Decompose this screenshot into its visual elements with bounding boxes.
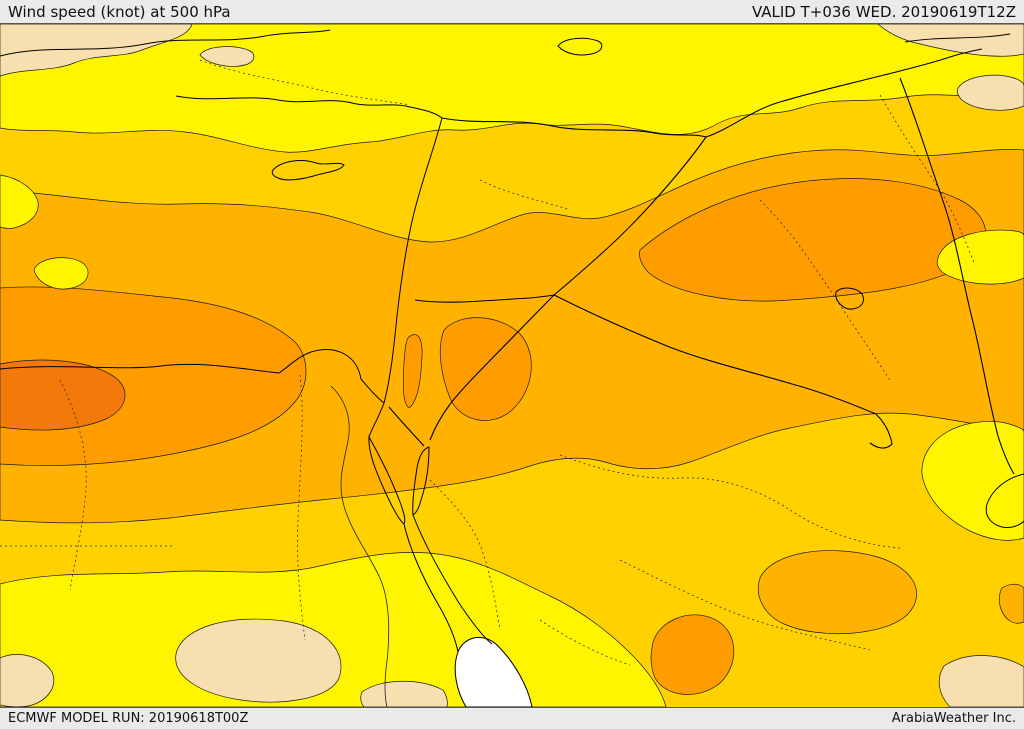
border-kuwait [869, 413, 893, 449]
border-saudi-iraq [553, 294, 877, 415]
coastline-egypt-delta [0, 349, 385, 404]
coastline-persian-gulf [985, 473, 1024, 528]
coastline-lake-iraq [835, 287, 865, 310]
band-low-bottom-right [938, 655, 1024, 707]
band-yellow-right-lower [921, 421, 1024, 541]
coastline-red-sea-east [412, 514, 493, 645]
map-title: Wind speed (knot) at 500 hPa [8, 2, 231, 21]
dotted-line-iraq [759, 199, 891, 381]
border-turkey-south [441, 48, 983, 138]
border-iran-iraq [899, 77, 1015, 475]
border-egypt-israel [388, 406, 425, 447]
band-amber-bottom-right-b [758, 550, 918, 635]
credit-label: ArabiaWeather Inc. [891, 711, 1016, 726]
coastline-black-sea-east [904, 33, 1011, 43]
footer-bar: ECMWF MODEL RUN: 20190618T00Z ArabiaWeat… [0, 707, 1024, 729]
map-area [0, 24, 1024, 707]
admin-dotted-lines [0, 59, 976, 666]
wind-speed-bands [0, 24, 1024, 707]
coastline-levant [368, 117, 443, 438]
band-yellow-right-upper [936, 229, 1024, 285]
dotted-line-saudi-south [619, 559, 871, 651]
band-orange-jordan [439, 317, 532, 421]
band-orange-jordan-valley [402, 334, 423, 409]
band-low-top-left [0, 24, 193, 77]
coastline-gulf-of-suez [368, 435, 406, 525]
coastline-black-sea [0, 29, 331, 57]
border-syria-iraq [553, 136, 707, 296]
country-borders [388, 48, 1015, 475]
band-low-bottom-strip [360, 680, 448, 707]
red-sea-low-wind-area [454, 637, 533, 707]
border-syria-jordan [414, 294, 555, 303]
wind-speed-map [0, 24, 1024, 707]
band-low-bottom-left-big [175, 618, 342, 703]
dotted-line-egypt-west [59, 379, 87, 591]
band-orange-bottom-right-a [650, 614, 735, 695]
coastlines [0, 29, 1024, 707]
band-amber-right-edge [999, 583, 1024, 624]
band-yellow-top [0, 24, 1024, 153]
band-deep-orange-core [0, 359, 126, 431]
dotted-line-saudi-west [429, 479, 501, 631]
dotted-line-syria [479, 179, 571, 211]
band-yellow-left-wedge [0, 174, 39, 229]
model-run-label: ECMWF MODEL RUN: 20190618T00Z [8, 711, 249, 726]
coastline-cyprus [271, 160, 345, 181]
band-yellow-left-spot [33, 257, 89, 290]
valid-time-label: VALID T+036 WED. 20190619T12Z [751, 2, 1016, 21]
band-low-bottom-left-corner [0, 654, 55, 707]
coastline-turkey-south [175, 95, 443, 119]
nile-river [330, 385, 390, 707]
band-low-top-left-2 [199, 46, 255, 67]
border-jordan-saudi [429, 294, 555, 441]
water-bodies [454, 637, 533, 707]
dotted-line-saudi-center [539, 619, 631, 666]
coastline-lake-van [557, 37, 603, 56]
dotted-line-egypt-vertical [297, 374, 306, 641]
coastline-red-sea-west [403, 523, 459, 653]
header-bar: Wind speed (knot) at 500 hPa VALID T+036… [0, 0, 1024, 24]
band-low-right [956, 74, 1024, 111]
band-low-top-right [877, 24, 1024, 57]
